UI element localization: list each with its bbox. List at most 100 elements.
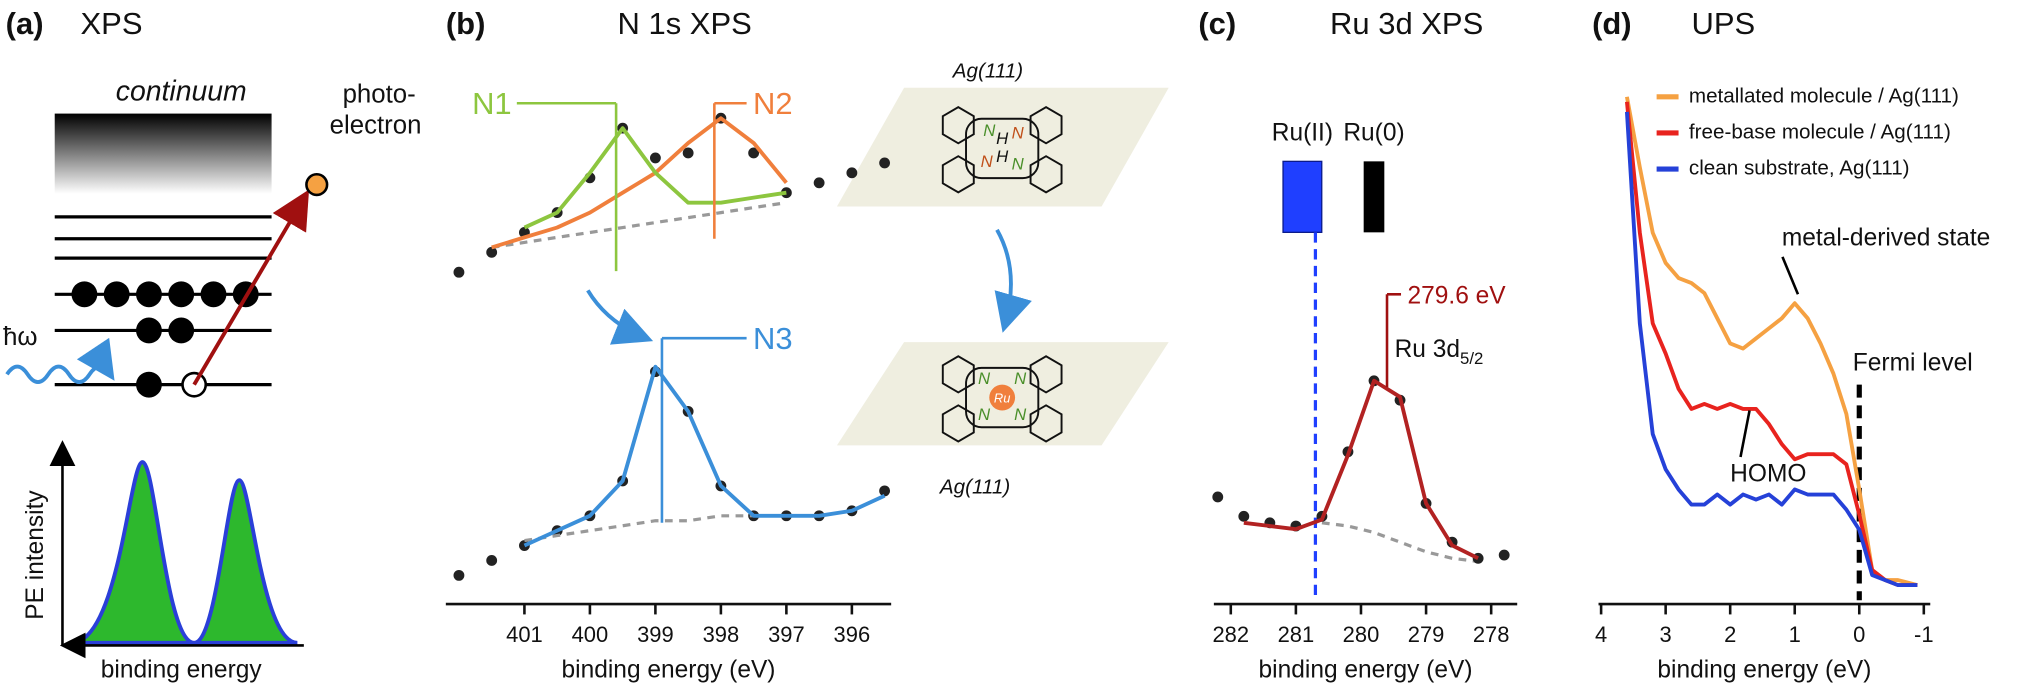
panel-tag: (b): [446, 6, 486, 41]
atom-label: N: [981, 152, 994, 171]
atom-label: N: [1012, 124, 1025, 143]
panel-title: UPS: [1691, 6, 1755, 41]
data-point: [1212, 491, 1224, 503]
annotation-line: [1781, 256, 1800, 295]
legend-label: clean substrate, Ag(111): [1689, 157, 1910, 180]
data-point: [879, 157, 891, 169]
panel-tag: (d): [1592, 6, 1632, 41]
x-tick-label: 0: [1853, 622, 1865, 647]
ru-atom: [989, 384, 1016, 411]
x-tick-label: 398: [703, 622, 740, 647]
x-tick-label: 282: [1212, 622, 1249, 647]
data-point: [780, 187, 792, 199]
y-axis-label: PE intensity: [22, 490, 49, 620]
panel-title: Ru 3d XPS: [1330, 6, 1483, 41]
legend-label: free-base molecule / Ag(111): [1689, 120, 1951, 143]
continuum-label: continuum: [116, 75, 247, 107]
molecule: [941, 106, 1063, 443]
series-line: [523, 364, 886, 548]
photoelectron-label: photo-: [343, 80, 416, 108]
series-line: [524, 514, 787, 543]
panel-tag: (a): [6, 6, 44, 41]
series-line: [491, 201, 787, 250]
substrate-label: Ag(111): [951, 60, 1023, 83]
atom-label: N: [1012, 155, 1025, 174]
photoelectron-label: electron: [330, 111, 422, 139]
photon-wave: [5, 337, 115, 384]
molecule-sketches: [586, 87, 1169, 446]
peak-label-sub: 5/2: [1460, 350, 1483, 369]
atom-label: N: [1014, 405, 1027, 424]
transform-arrow: [994, 228, 1032, 333]
annotation-line: [1739, 410, 1751, 458]
series-line: [1625, 96, 1918, 587]
data-point: [453, 569, 465, 581]
fermi-label: Fermi level: [1853, 349, 1973, 376]
x-axis-label: binding energy: [101, 657, 263, 684]
annotation: N1: [472, 86, 512, 121]
panel-a: (a) XPS continuum photo- electron ħω PE …: [3, 6, 421, 684]
substrate-label: Ag(111): [938, 475, 1010, 498]
x-tick-label: 280: [1343, 622, 1380, 647]
data-point: [879, 485, 891, 497]
data-point: [486, 555, 498, 566]
peak-label: Ru 3d5/2: [1395, 337, 1484, 369]
photon-label: ħω: [3, 323, 38, 351]
x-tick-label: 3: [1660, 622, 1672, 647]
data-point: [748, 147, 760, 159]
data-point: [1498, 549, 1510, 561]
x-tick-label: -1: [1914, 622, 1934, 647]
panel-title: XPS: [81, 6, 143, 41]
atom-label: H: [996, 129, 1009, 148]
x-axis-label: binding energy (eV): [1657, 657, 1871, 684]
x-tick-label: 400: [572, 622, 609, 647]
data-point: [846, 167, 858, 179]
continuum-band: [54, 113, 272, 194]
peak-label-main: Ru 3d: [1395, 337, 1460, 364]
x-tick-label: 279: [1408, 622, 1445, 647]
data-point: [813, 177, 825, 189]
x-tick-label: 1: [1789, 622, 1801, 647]
x-axis-label: binding energy (eV): [562, 657, 776, 684]
panel-title: N 1s XPS: [618, 6, 752, 41]
data-point: [486, 246, 498, 258]
x-tick-label: 399: [637, 622, 674, 647]
annotation: N2: [753, 86, 793, 121]
annotation: HOMO: [1730, 461, 1806, 488]
state-label: Ru(II): [1272, 120, 1333, 147]
series-line: [1624, 111, 1918, 588]
series-line: [1321, 521, 1479, 564]
emission-arrow: [192, 189, 310, 386]
data-point: [1238, 510, 1250, 522]
x-axis-label: binding energy (eV): [1259, 657, 1473, 684]
atom-label: Ru: [994, 390, 1010, 405]
annotation: N3: [753, 321, 793, 356]
series-line: [491, 116, 788, 250]
data-point: [649, 152, 661, 164]
x-tick-label: 2: [1724, 622, 1736, 647]
spectrum-sketch: [71, 460, 298, 645]
atom-label: H: [996, 147, 1009, 166]
x-tick-label: 4: [1595, 622, 1607, 647]
electrons: [71, 281, 259, 398]
substrate: [836, 87, 1169, 207]
legend-label: metallated molecule / Ag(111): [1689, 84, 1959, 107]
x-tick-label: 281: [1278, 622, 1315, 647]
state-marker: [1363, 161, 1385, 233]
x-tick-label: 396: [834, 622, 871, 647]
annotation: metal-derived state: [1782, 224, 1990, 251]
x-tick-label: 278: [1473, 622, 1510, 647]
x-tick-label: 397: [768, 622, 805, 647]
state-marker: [1282, 160, 1323, 233]
annotation: 279.6 eV: [1407, 282, 1506, 309]
series-line: [1624, 101, 1918, 588]
data-point: [682, 147, 694, 159]
series-line: [1243, 378, 1479, 561]
data-point: [453, 266, 465, 278]
atom-label: N: [983, 121, 996, 140]
atom-label: N: [978, 369, 991, 388]
state-label: Ru(0): [1343, 120, 1404, 147]
atom-label: N: [978, 405, 991, 424]
